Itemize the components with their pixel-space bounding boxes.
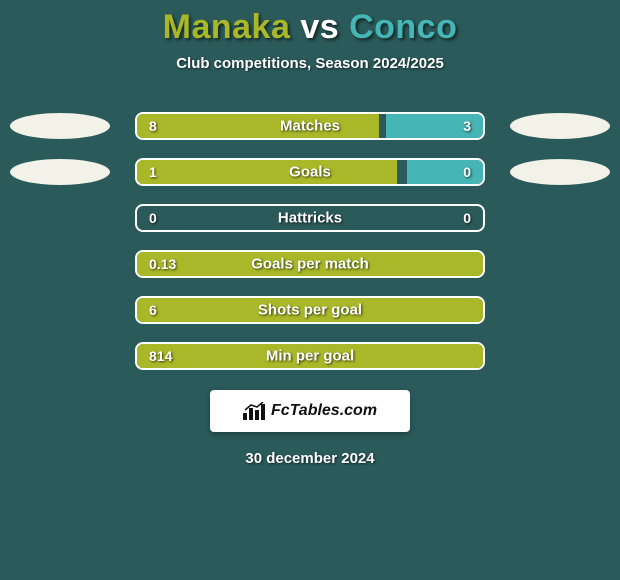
player1-value: 8 [149,118,157,134]
comparison-title: Manaka vs Conco [0,0,620,47]
player2-value: 0 [463,164,471,180]
stat-row: 0.13 Goals per match [0,250,620,278]
stats-container: 8 3 Matches 1 0 Goals 0 0 Hattricks 0.13 Goals per… [0,112,620,370]
player1-value: 814 [149,348,172,364]
player1-value: 1 [149,164,157,180]
fctables-badge[interactable]: FcTables.com [210,390,410,432]
stat-label: Hattricks [278,210,342,227]
subtitle: Club competitions, Season 2024/2025 [0,55,620,72]
stat-row: 1 0 Goals [0,158,620,186]
stat-label: Goals [289,164,331,181]
stat-row: 814 Min per goal [0,342,620,370]
player2-value: 3 [463,118,471,134]
player1-value: 0.13 [149,256,176,272]
stat-row: 6 Shots per goal [0,296,620,324]
player1-photo-placeholder [10,159,110,185]
player1-photo-placeholder [10,113,110,139]
player2-photo-placeholder [510,113,610,139]
player1-bar-fill [137,160,397,184]
player1-value: 6 [149,302,157,318]
stat-bar: 6 Shots per goal [135,296,485,324]
stat-bar: 0 0 Hattricks [135,204,485,232]
player2-photo-placeholder [510,159,610,185]
stat-label: Shots per goal [258,302,362,319]
stat-label: Min per goal [266,348,354,365]
stat-row: 8 3 Matches [0,112,620,140]
date-text: 30 december 2024 [0,450,620,467]
stat-bar: 0.13 Goals per match [135,250,485,278]
stat-label: Goals per match [251,256,369,273]
player2-value: 0 [463,210,471,226]
chart-icon [243,402,265,420]
player1-name: Manaka [163,8,291,46]
player1-value: 0 [149,210,157,226]
player1-bar-fill [137,114,379,138]
player2-bar-fill [407,160,483,184]
stat-bar: 1 0 Goals [135,158,485,186]
badge-text: FcTables.com [271,402,377,420]
player2-name: Conco [349,8,457,46]
vs-text: vs [300,8,339,46]
stat-bar: 814 Min per goal [135,342,485,370]
stat-bar: 8 3 Matches [135,112,485,140]
stat-label: Matches [280,118,340,135]
stat-row: 0 0 Hattricks [0,204,620,232]
